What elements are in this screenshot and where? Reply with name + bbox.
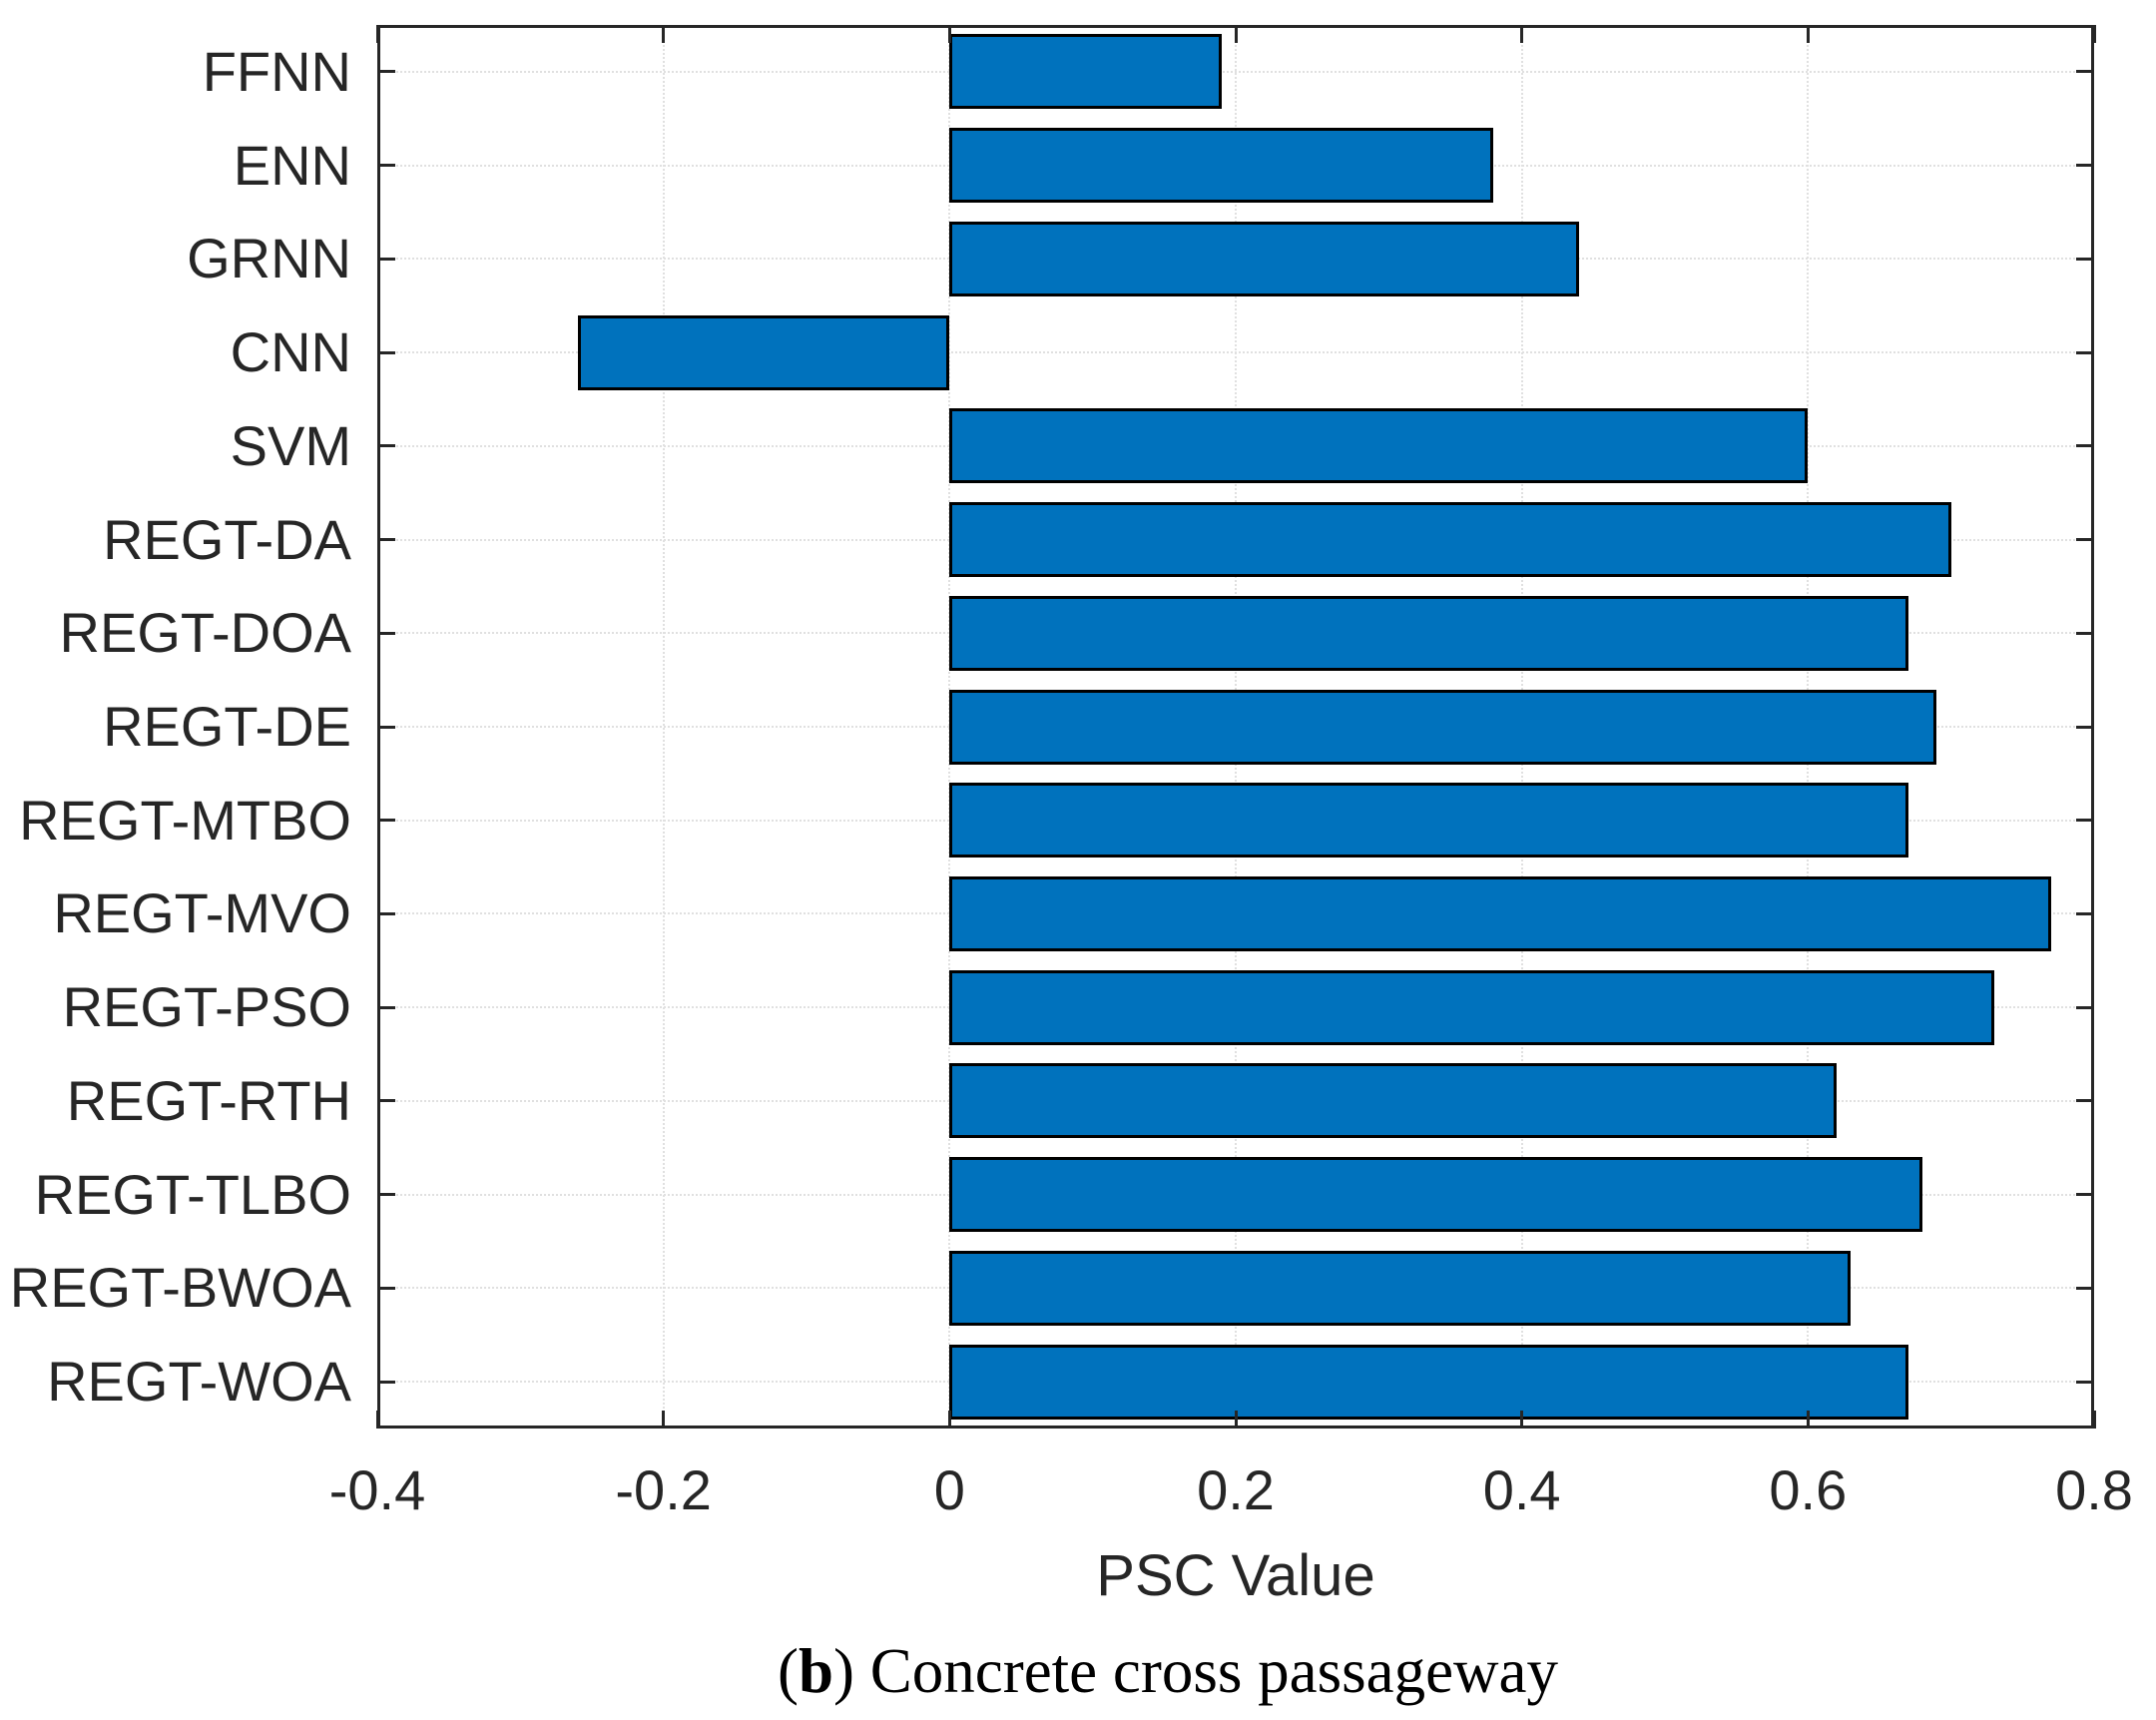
y-tick-left	[377, 1005, 395, 1009]
y-tick-right	[2076, 1005, 2094, 1009]
y-tick-left	[377, 444, 395, 448]
x-tick-top	[2092, 25, 2096, 43]
y-tick-left	[377, 819, 395, 823]
y-tick-right	[2076, 70, 2094, 74]
caption-text: ) Concrete cross passageway	[833, 1636, 1559, 1706]
y-tick-right	[2076, 911, 2094, 915]
y-tick-right	[2076, 1380, 2094, 1384]
bar-REGT-MVO	[949, 875, 2051, 951]
x-axis-title: PSC Value	[1096, 1543, 1375, 1608]
x-tick-top	[947, 25, 951, 43]
bar-REGT-WOA	[949, 1344, 1908, 1420]
y-tick-label: FFNN	[202, 39, 351, 103]
y-tick-label: REGT-MTBO	[19, 788, 351, 852]
x-tick-bottom	[375, 1411, 379, 1429]
bar-REGT-DOA	[949, 595, 1908, 671]
x-tick-top	[662, 25, 666, 43]
y-tick-left	[377, 257, 395, 261]
x-tick-top	[375, 25, 379, 43]
y-tick-left	[377, 725, 395, 729]
bar-REGT-DE	[949, 689, 1937, 765]
y-tick-right	[2076, 1286, 2094, 1290]
bar-SVM	[949, 408, 1809, 484]
plot-area	[375, 25, 2096, 1429]
y-tick-label: REGT-DA	[103, 507, 351, 571]
y-tick-left	[377, 1380, 395, 1384]
x-tick-bottom	[947, 1411, 951, 1429]
y-tick-right	[2076, 631, 2094, 635]
y-tick-label: CNN	[230, 320, 351, 384]
y-tick-right	[2076, 725, 2094, 729]
bar-REGT-MTBO	[949, 783, 1908, 859]
y-tick-label: REGT-DE	[103, 695, 351, 758]
x-tick-label: 0.4	[1482, 1458, 1561, 1521]
x-tick-label: 0.8	[2055, 1458, 2133, 1521]
y-gridline	[377, 351, 2094, 354]
y-tick-left	[377, 70, 395, 74]
x-tick-label: 0	[933, 1458, 965, 1521]
caption-paren-open: (	[777, 1636, 799, 1706]
figure-caption: (b) Concrete cross passageway	[778, 1635, 1558, 1707]
x-tick-bottom	[1234, 1411, 1238, 1429]
x-tick-label: 0.2	[1197, 1458, 1275, 1521]
y-tick-left	[377, 1099, 395, 1103]
x-tick-top	[1806, 25, 1810, 43]
y-tick-label: REGT-BWOA	[9, 1256, 351, 1320]
y-tick-right	[2076, 444, 2094, 448]
y-tick-label: REGT-TLBO	[34, 1162, 351, 1226]
y-tick-right	[2076, 350, 2094, 354]
y-gridline	[377, 70, 2094, 73]
x-tick-bottom	[662, 1411, 666, 1429]
y-tick-left	[377, 538, 395, 542]
y-tick-right	[2076, 819, 2094, 823]
y-tick-left	[377, 911, 395, 915]
y-tick-left	[377, 164, 395, 168]
x-tick-label: -0.4	[328, 1458, 426, 1521]
caption-panel-letter: b	[798, 1636, 834, 1706]
y-tick-label: REGT-PSO	[62, 975, 351, 1039]
bar-FFNN	[949, 34, 1222, 110]
x-tick-label: 0.6	[1769, 1458, 1848, 1521]
bar-REGT-TLBO	[949, 1157, 1922, 1233]
y-tick-left	[377, 1286, 395, 1290]
y-tick-label: SVM	[230, 413, 351, 477]
bar-REGT-PSO	[949, 969, 1994, 1045]
y-tick-right	[2076, 538, 2094, 542]
x-tick-label: -0.2	[615, 1458, 712, 1521]
y-tick-left	[377, 1193, 395, 1197]
y-tick-label: ENN	[233, 133, 351, 197]
y-tick-left	[377, 350, 395, 354]
y-tick-right	[2076, 164, 2094, 168]
y-tick-right	[2076, 1099, 2094, 1103]
y-tick-label: REGT-DOA	[59, 601, 351, 665]
x-tick-top	[1234, 25, 1238, 43]
x-tick-bottom	[1806, 1411, 1810, 1429]
bar-REGT-RTH	[949, 1063, 1837, 1139]
x-tick-top	[1520, 25, 1524, 43]
x-tick-bottom	[1520, 1411, 1524, 1429]
y-tick-label: REGT-WOA	[47, 1350, 351, 1414]
y-tick-right	[2076, 1193, 2094, 1197]
bar-REGT-BWOA	[949, 1250, 1852, 1326]
bar-ENN	[949, 128, 1493, 204]
y-tick-right	[2076, 257, 2094, 261]
y-tick-label: REGT-MVO	[53, 881, 351, 945]
y-tick-left	[377, 631, 395, 635]
y-tick-label: REGT-RTH	[66, 1068, 351, 1132]
bar-CNN	[577, 314, 950, 390]
bar-REGT-DA	[949, 502, 1951, 578]
bar-GRNN	[949, 221, 1579, 296]
y-tick-label: GRNN	[187, 227, 351, 290]
x-tick-bottom	[2092, 1411, 2096, 1429]
